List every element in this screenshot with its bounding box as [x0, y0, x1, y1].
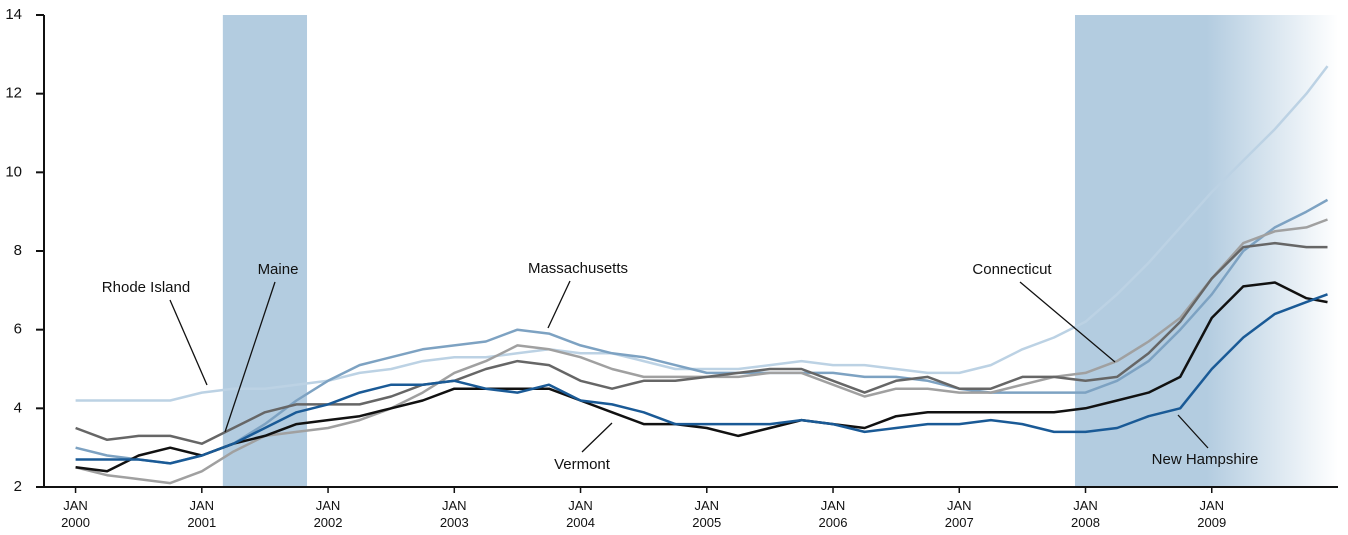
y-tick-label: 10: [5, 163, 22, 180]
recession-band: [222, 15, 308, 487]
series-label: Massachusetts: [528, 260, 628, 277]
y-tick-label: 14: [5, 6, 22, 23]
x-tick-label: JAN 2004: [566, 498, 595, 530]
x-tick-label: JAN 2006: [818, 498, 848, 530]
x-tick-label: JAN 2000: [61, 498, 90, 530]
leader-line: [169, 299, 208, 386]
series-label: Vermont: [554, 456, 611, 473]
x-tick-label: JAN 2001: [187, 498, 217, 530]
series-label: Maine: [258, 261, 299, 278]
series-label: New Hampshire: [1152, 451, 1259, 468]
leader-line: [1177, 414, 1209, 449]
x-tick-label: JAN 2005: [692, 498, 722, 530]
series-line: [75, 241, 1328, 445]
x-tick-label: JAN 2007: [944, 498, 974, 530]
x-tick-label: JAN 2009: [1197, 498, 1227, 530]
leader-line: [581, 422, 613, 453]
recession-band: [1074, 15, 1338, 487]
leader-line: [224, 281, 276, 433]
series-line: [75, 293, 1328, 465]
series-label: Rhode Island: [102, 279, 190, 296]
y-tick-label: 2: [14, 478, 22, 495]
leader-line: [1019, 281, 1116, 363]
x-tick-label: JAN 2002: [313, 498, 343, 530]
y-tick-label: 8: [14, 242, 22, 259]
leader-line: [547, 280, 571, 329]
series-line: [75, 281, 1328, 473]
y-tick-label: 4: [14, 399, 22, 416]
series-line: [75, 65, 1329, 402]
series-line: [75, 198, 1329, 465]
x-tick-label: JAN 2008: [1071, 498, 1100, 530]
y-tick-label: 12: [5, 85, 22, 102]
y-tick-label: 6: [14, 321, 22, 338]
series-label: Connecticut: [972, 261, 1052, 278]
x-tick-label: JAN 2003: [439, 498, 469, 530]
